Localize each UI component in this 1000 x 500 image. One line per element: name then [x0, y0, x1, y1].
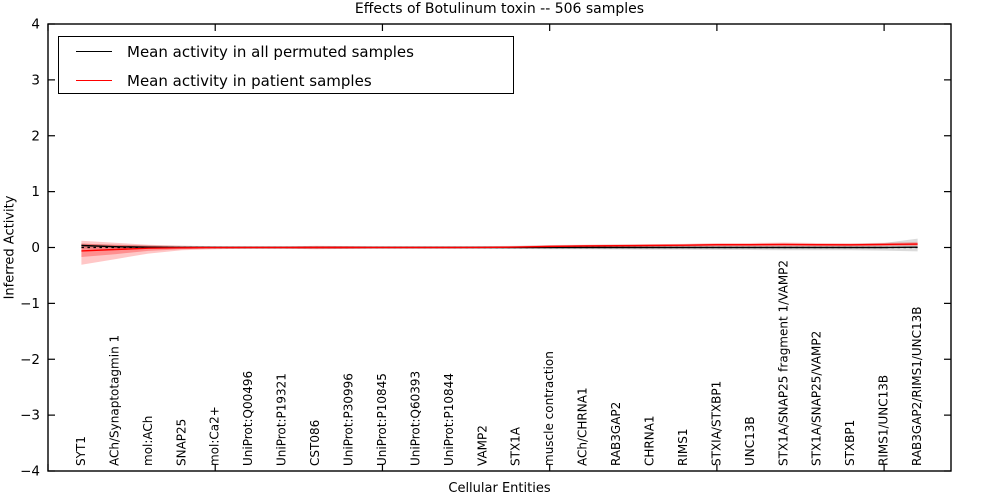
- confidence-bands: [81, 238, 918, 265]
- chart-title: Effects of Botulinum toxin -- 506 sample…: [354, 1, 645, 17]
- y-tick-label: 0: [31, 240, 40, 256]
- x-tick-label: VAMP2: [475, 425, 489, 466]
- data-lines: [81, 243, 918, 252]
- x-tick-label: UniProt:Q00496: [241, 371, 255, 466]
- x-tick-label: UniProt:P10845: [375, 373, 389, 466]
- x-axis-label: Cellular Entities: [448, 481, 551, 496]
- x-tick-label: RIMS1: [676, 429, 690, 466]
- y-axis-label: Inferred Activity: [2, 195, 18, 300]
- axis-ticks: [47, 23, 951, 472]
- legend-line-sample-black: [76, 51, 112, 52]
- legend-item-permuted: Mean activity in all permuted samples: [59, 37, 513, 66]
- series-line-patient: [81, 243, 918, 252]
- y-tick-label: 3: [31, 72, 40, 88]
- legend-label: Mean activity in patient samples: [127, 71, 372, 90]
- x-tick-label: UniProt:P10844: [442, 373, 456, 466]
- legend-line-sample-red: [76, 80, 112, 81]
- legend: Mean activity in all permuted samples Me…: [58, 36, 514, 94]
- y-tick-labels: 4 3 2 1 0 −1 −2 −3 −4: [20, 17, 40, 480]
- x-tick-label: ACh/Synaptotagmin 1: [107, 335, 121, 466]
- x-tick-label: UniProt:P30996: [342, 373, 356, 466]
- x-tick-label: RIMS1/UNC13B: [877, 375, 891, 466]
- x-tick-labels: SYT1 ACh/Synaptotagmin 1 mol:ACh SNAP25 mol:…: [74, 260, 924, 466]
- x-tick-label: UNC13B: [743, 416, 757, 466]
- x-tick-label: SYT1: [74, 436, 88, 466]
- x-tick-label: RAB3GAP2/RIMS1/UNC13B: [910, 306, 924, 466]
- y-tick-label: −3: [20, 408, 40, 424]
- x-tick-label: STX1A/SNAP25/VAMP2: [810, 331, 824, 466]
- y-tick-label: −4: [20, 464, 40, 480]
- x-tick-label: ACh/CHRNA1: [576, 387, 590, 466]
- legend-item-patient: Mean activity in patient samples: [59, 66, 513, 95]
- legend-label: Mean activity in all permuted samples: [127, 42, 414, 61]
- x-tick-label: muscle contraction: [542, 351, 556, 466]
- x-tick-label: STXIA/STXBP1: [709, 381, 723, 466]
- x-tick-label: mol:ACh: [141, 416, 155, 466]
- x-tick-label: UniProt:Q60393: [408, 371, 422, 466]
- y-tick-label: 1: [31, 184, 40, 200]
- y-tick-label: 4: [31, 17, 40, 33]
- y-tick-label: 2: [31, 128, 40, 144]
- x-tick-label: STX1A/SNAP25 fragment 1/VAMP2: [776, 260, 790, 466]
- x-tick-label: STX1A: [509, 426, 523, 466]
- y-tick-label: −1: [20, 296, 40, 312]
- x-tick-label: UniProt:P19321: [275, 373, 289, 466]
- x-tick-label: CST086: [308, 420, 322, 466]
- x-tick-label: SNAP25: [174, 419, 188, 466]
- x-tick-label: mol:Ca2+: [208, 406, 222, 466]
- x-tick-label: CHRNA1: [643, 415, 657, 466]
- x-tick-label: STXBP1: [843, 420, 857, 466]
- x-tick-label: RAB3GAP2: [609, 402, 623, 466]
- y-tick-label: −2: [20, 352, 40, 368]
